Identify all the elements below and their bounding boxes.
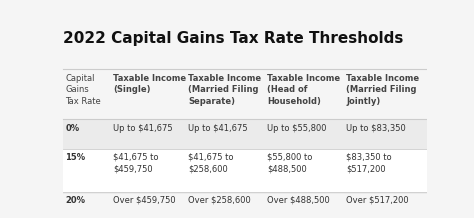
Text: 2022 Capital Gains Tax Rate Thresholds: 2022 Capital Gains Tax Rate Thresholds — [63, 31, 403, 46]
Text: Taxable Income
(Single): Taxable Income (Single) — [113, 74, 186, 94]
Text: Over $488,500: Over $488,500 — [267, 196, 330, 205]
Text: Taxable Income
(Married Filing
Jointly): Taxable Income (Married Filing Jointly) — [346, 74, 419, 106]
Text: 20%: 20% — [65, 196, 85, 205]
Text: Up to $41,675: Up to $41,675 — [113, 124, 173, 133]
Text: 15%: 15% — [65, 153, 85, 162]
Text: Taxable Income
(Married Filing
Separate): Taxable Income (Married Filing Separate) — [188, 74, 261, 106]
Bar — [63, 72, 427, 119]
Bar — [63, 191, 427, 218]
Text: Up to $55,800: Up to $55,800 — [267, 124, 327, 133]
Bar — [63, 119, 427, 149]
Text: $83,350 to
$517,200: $83,350 to $517,200 — [346, 153, 392, 173]
Text: Up to $41,675: Up to $41,675 — [188, 124, 248, 133]
Text: $41,675 to
$459,750: $41,675 to $459,750 — [113, 153, 158, 173]
Text: 0%: 0% — [65, 124, 79, 133]
Text: Over $459,750: Over $459,750 — [113, 196, 175, 205]
Text: Taxable Income
(Head of
Household): Taxable Income (Head of Household) — [267, 74, 340, 106]
Text: Capital
Gains
Tax Rate: Capital Gains Tax Rate — [65, 74, 101, 106]
Text: Over $258,600: Over $258,600 — [188, 196, 251, 205]
Text: $55,800 to
$488,500: $55,800 to $488,500 — [267, 153, 312, 173]
Text: $41,675 to
$258,600: $41,675 to $258,600 — [188, 153, 234, 173]
Text: Over $517,200: Over $517,200 — [346, 196, 409, 205]
Bar — [63, 149, 427, 191]
Text: Up to $83,350: Up to $83,350 — [346, 124, 406, 133]
